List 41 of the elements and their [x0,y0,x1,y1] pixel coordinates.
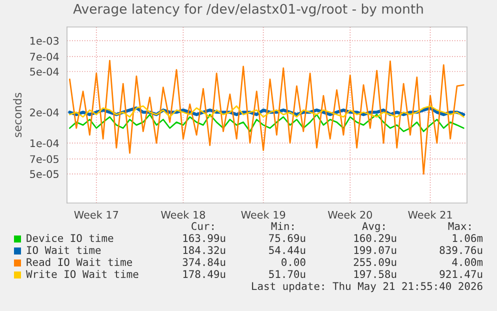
text: Max: [448,222,470,230]
text: 199.07u [354,246,396,254]
y-tick-label: 5e-04 [30,68,59,76]
text: 51.70u [269,270,306,278]
legend-label: Read IO Wait time [26,258,132,266]
text: 178.49u [183,270,226,278]
y-tick-label: 1e-04 [30,139,59,148]
text: 197.58u [354,270,396,278]
legend-label: Device IO time [26,234,114,242]
y-tick-label: 7e-04 [30,52,59,61]
text: 0.00 [282,258,306,266]
x-tick-label: Week 17 [74,210,118,219]
text: 921.47u [440,270,482,278]
y-tick-label: 1e-03 [30,36,59,45]
text: 374.84u [182,258,226,266]
text: Cur: [192,222,214,230]
text: 839.76u [440,246,482,254]
text: 184.32u [183,246,226,254]
text: Last update: Thu May 21 21:55:40 2026 [252,282,482,292]
y-tick-label: 5e-05 [30,170,58,178]
line-series [68,60,464,175]
x-tick-label: Week 21 [408,210,452,219]
x-tick-label: Week 20 [328,210,372,219]
text: 163.99u [183,234,226,242]
x-tick-label: Week 18 [160,210,206,219]
text: Min: [271,222,294,230]
chart-title: Average latency for /dev/elastx01-vg/root - by month [73,4,423,16]
legend-label: Write IO Wait time [26,270,138,278]
text: 75.69u [269,234,306,242]
text: 4.00m [452,258,483,266]
y-axis-title: seconds [13,92,22,138]
line-series [68,114,464,132]
y-tick-label: 2e-04 [30,108,59,116]
text: 54.44u [269,246,306,254]
legend-label: IO Wait time [27,246,101,254]
text: 255.09u [354,258,396,266]
text: Avg: [362,222,384,232]
x-tick-label: Week 19 [241,210,286,219]
text: 160.29u [354,234,396,242]
y-tick-label: 7e-05 [30,155,58,164]
text: 1.06m [452,234,483,242]
